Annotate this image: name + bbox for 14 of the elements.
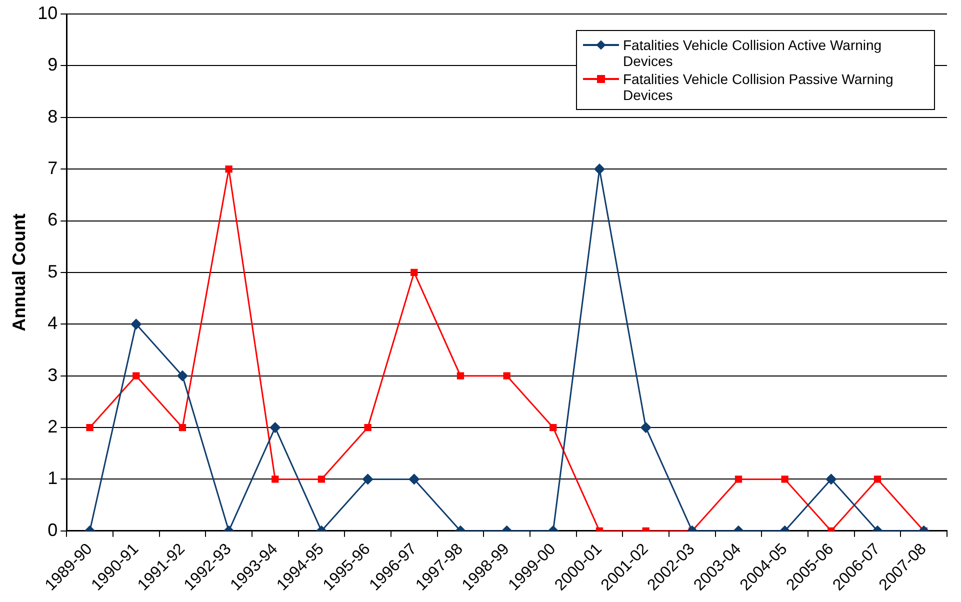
legend-label: Fatalities Vehicle Collision Passive Warning Devices (623, 71, 894, 103)
y-tick-label: 9 (48, 54, 58, 75)
y-tick-label: 6 (48, 210, 58, 230)
y-tick-label: 5 (48, 261, 58, 282)
y-tick-label: 10 (38, 2, 58, 23)
y-axis-title: Annual Count (8, 213, 29, 332)
y-tick-label: 2 (48, 416, 58, 436)
legend-label: Fatalities Vehicle Collision Active Warning Devices (623, 37, 883, 69)
y-tick-label: 7 (48, 158, 58, 178)
y-tick-label: 8 (48, 106, 58, 126)
y-tick-label: 0 (48, 520, 58, 540)
y-tick-label: 1 (48, 468, 58, 488)
y-tick-label: 3 (48, 364, 58, 385)
y-tick-label: 4 (48, 313, 58, 334)
